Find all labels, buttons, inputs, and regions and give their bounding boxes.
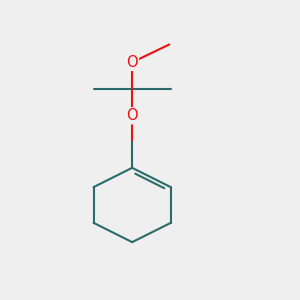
Text: O: O [126, 108, 138, 123]
Text: O: O [126, 55, 138, 70]
